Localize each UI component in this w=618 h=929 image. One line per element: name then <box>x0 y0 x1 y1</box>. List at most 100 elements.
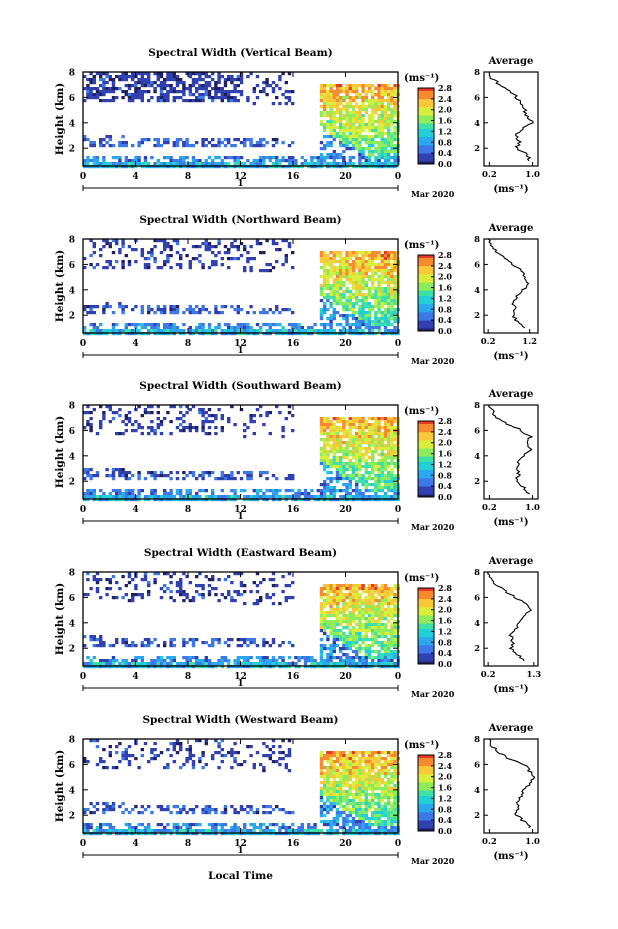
heatmap-cell <box>121 829 125 833</box>
heatmap-cell <box>236 305 240 309</box>
heatmap-cell <box>361 329 365 333</box>
heatmap-cell <box>390 441 394 445</box>
heatmap-cell <box>252 162 256 166</box>
heatmap-cell <box>329 129 333 133</box>
heatmap-cell <box>99 495 103 499</box>
heatmap-cell <box>374 266 378 270</box>
heatmap-cell <box>140 305 144 309</box>
heatmap-cell <box>223 84 228 88</box>
heatmap-cell <box>377 441 381 445</box>
heatmap-cell <box>220 489 224 493</box>
heatmap-cell <box>239 93 244 97</box>
heatmap-cell <box>345 269 349 273</box>
heatmap-cell <box>393 159 397 163</box>
heatmap-cells <box>83 572 400 669</box>
heatmap-cell <box>230 329 234 333</box>
heatmap-cell <box>358 293 362 297</box>
heatmap-cell <box>179 156 183 160</box>
heatmap-cell <box>323 287 327 291</box>
heatmap-cell <box>387 608 391 612</box>
heatmap-cell <box>390 602 394 606</box>
heatmap-cell <box>323 587 327 591</box>
heatmap-cell <box>115 162 119 166</box>
heatmap-cell <box>252 489 256 493</box>
heatmap-cell <box>198 474 202 478</box>
heatmap-cell <box>287 90 292 94</box>
heatmap-cell <box>172 326 176 330</box>
heatmap-cell <box>361 614 365 618</box>
heatmap-cell <box>358 420 362 424</box>
heatmap-cell <box>220 96 224 100</box>
heatmap-cell <box>249 656 253 660</box>
heatmap-cell <box>147 826 151 830</box>
heatmap-cell <box>249 420 253 424</box>
heatmap-cell <box>335 135 340 139</box>
heatmap-cell <box>99 329 103 333</box>
heatmap-cell <box>108 75 112 79</box>
heatmap-cell <box>339 456 343 460</box>
heatmap-cell <box>175 426 180 430</box>
heatmap-cell <box>335 480 340 484</box>
heatmap-cell <box>345 608 349 612</box>
heatmap-cell <box>335 602 340 606</box>
heatmap-cell <box>371 450 375 454</box>
heatmap-cell <box>313 329 317 333</box>
heatmap-cell <box>361 284 365 288</box>
heatmap-cell <box>95 263 100 267</box>
heatmap-cell <box>361 114 365 118</box>
heatmap-cell <box>214 96 218 100</box>
heatmap-cell <box>377 650 381 654</box>
colorbar-segment <box>418 115 434 119</box>
heatmap-cell <box>227 257 231 261</box>
heatmap-cell <box>358 599 362 603</box>
heatmap-cell <box>111 575 116 579</box>
heatmap-cell <box>268 263 272 267</box>
heatmap-cell <box>361 323 365 327</box>
heatmap-cell <box>329 102 333 106</box>
heatmap-cell <box>124 489 128 493</box>
heatmap-cell <box>169 311 173 315</box>
colorbar-segment <box>418 645 434 649</box>
heatmap-cell <box>326 114 330 118</box>
heatmap-cell <box>182 159 186 163</box>
heatmap-cell <box>387 477 391 481</box>
heatmap-cell <box>307 326 311 330</box>
heatmap-cell <box>211 575 215 579</box>
heatmap-cell <box>374 135 378 139</box>
date-label: Mar 2020 <box>411 189 455 199</box>
heatmap-cell <box>387 611 391 615</box>
colorbar-segment <box>418 298 434 302</box>
heatmap-cell <box>230 471 234 475</box>
heatmap-cell <box>83 162 87 166</box>
heatmap-cell <box>185 489 189 493</box>
heatmap-cell <box>124 414 128 418</box>
heatmap-cell <box>390 417 394 421</box>
heatmap-cell <box>374 251 378 255</box>
heatmap-cell <box>89 159 93 163</box>
heatmap-cell <box>140 748 144 752</box>
heatmap-cell <box>204 495 208 499</box>
heatmap-cell <box>111 251 116 255</box>
heatmap-cell <box>108 144 112 148</box>
heatmap-cell <box>147 829 151 833</box>
heatmap-cell <box>118 805 122 809</box>
heatmap-cell <box>95 495 100 499</box>
heatmap-cell <box>191 78 196 82</box>
heatmap-cell <box>380 617 384 621</box>
heatmap-cell <box>166 93 170 97</box>
heatmap-cell <box>102 760 106 764</box>
heatmap-cell <box>172 656 176 660</box>
heatmap-cell <box>265 471 269 475</box>
heatmap-cell <box>89 811 93 815</box>
heatmap-cell <box>223 251 228 255</box>
heatmap-cell <box>217 242 221 246</box>
heatmap-cell <box>233 245 237 249</box>
heatmap-cell <box>326 438 330 442</box>
heatmap-cell <box>387 620 391 624</box>
heatmap-cell <box>339 474 343 478</box>
heatmap-cell <box>319 638 324 642</box>
heatmap-cell <box>377 159 381 163</box>
heatmap-cell <box>95 581 100 585</box>
heatmap-cell <box>204 81 208 85</box>
heatmap-cell <box>115 411 119 415</box>
